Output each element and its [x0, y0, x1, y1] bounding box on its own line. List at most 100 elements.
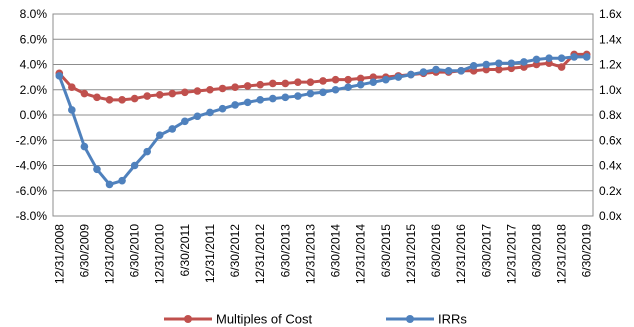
x-tick-label: 12/31/2008 [52, 224, 66, 284]
right-tick-label: 0.8x [599, 108, 622, 122]
right-tick-label: 0.0x [599, 209, 622, 223]
data-point [394, 73, 403, 81]
legend-label-multiples: Multiples of Cost [216, 312, 312, 327]
data-point [130, 161, 139, 170]
data-point [93, 93, 101, 102]
data-point [256, 96, 265, 104]
data-point [80, 89, 89, 98]
data-point [495, 59, 503, 68]
data-point [68, 83, 76, 92]
right-tick-label: 0.6x [599, 133, 622, 147]
data-point [243, 98, 252, 107]
left-tick-label: -6.0% [16, 184, 48, 198]
data-point [356, 74, 365, 83]
left-tick-label: 6.0% [20, 32, 48, 46]
data-point [281, 79, 290, 88]
data-point [243, 82, 252, 90]
data-point [432, 65, 440, 74]
data-point [482, 60, 491, 69]
data-point [68, 106, 76, 114]
right-tick-label: 1.6x [599, 7, 622, 21]
data-point [193, 87, 202, 95]
data-point [193, 112, 202, 121]
x-tick-label: 6/30/2014 [329, 224, 343, 278]
legend-marker-multiples [184, 315, 192, 323]
x-tick-label: 6/30/2011 [178, 224, 192, 277]
left-tick-label: -8.0% [16, 209, 48, 223]
x-tick-label: 6/30/2012 [228, 224, 242, 278]
data-point [268, 94, 277, 103]
left-tick-label: -4.0% [16, 159, 48, 173]
data-point [143, 147, 151, 156]
data-point [294, 78, 302, 86]
x-tick-label: 6/30/2015 [379, 224, 393, 278]
left-tick-label: 8.0% [20, 7, 48, 21]
data-point [344, 75, 352, 84]
data-point [155, 91, 164, 99]
data-point [344, 83, 352, 92]
right-axis: 1.6x 1.4x 1.2x 1.0x 0.8x 0.6x 0.4x 0.2x 0.0x [599, 7, 622, 223]
x-tick-label: 6/30/2010 [128, 224, 142, 278]
data-point [218, 84, 227, 93]
x-tick-label: 12/31/2015 [404, 224, 418, 284]
x-tick-label: 6/30/2016 [429, 224, 443, 278]
data-point [143, 92, 151, 100]
data-point [419, 68, 428, 76]
data-point [256, 80, 265, 89]
data-point [118, 176, 126, 185]
left-axis: 8.0% 6.0% 4.0% 2.0% 0.0% -2.0% -4.0% -6.0% -8.0% [16, 7, 48, 223]
data-point [231, 101, 239, 109]
data-point [495, 65, 503, 74]
gridlines [53, 13, 593, 217]
data-point [457, 67, 465, 75]
data-point [155, 131, 164, 139]
data-point [444, 67, 453, 75]
right-tick-label: 0.2x [599, 184, 622, 198]
x-tick-label: 12/31/2012 [253, 224, 267, 284]
x-tick-label: 12/31/2014 [354, 224, 368, 284]
left-tick-label: 0.0% [20, 108, 48, 122]
right-tick-label: 1.0x [599, 83, 622, 97]
data-point [281, 93, 290, 102]
data-point [369, 78, 378, 86]
right-tick-label: 0.4x [599, 159, 622, 173]
data-point [381, 75, 390, 84]
data-point [319, 88, 327, 97]
x-tick-label: 12/31/2011 [203, 224, 217, 283]
data-point [570, 53, 578, 61]
data-point [105, 180, 114, 189]
data-point [582, 53, 591, 61]
plot-area [52, 13, 594, 217]
data-point [181, 88, 189, 97]
legend-marker-irrs [406, 315, 414, 323]
data-point [557, 63, 566, 71]
data-point [294, 92, 302, 100]
data-point [231, 83, 239, 92]
left-tick-label: -2.0% [16, 133, 48, 147]
data-point [268, 79, 277, 88]
data-point [557, 54, 566, 62]
x-tick-label: 12/31/2009 [103, 224, 117, 284]
x-tick-label: 12/31/2017 [504, 224, 518, 284]
data-point [206, 85, 214, 94]
data-point [93, 165, 101, 174]
legend: Multiples of Cost IRRs [164, 312, 467, 327]
data-point [545, 54, 553, 62]
data-point [181, 117, 189, 126]
x-tick-label: 6/30/2009 [77, 224, 91, 278]
data-point [532, 55, 541, 64]
data-point [319, 77, 327, 85]
legend-item-irrs: IRRs [386, 312, 467, 327]
x-tick-label: 6/30/2013 [278, 224, 292, 278]
legend-item-multiples: Multiples of Cost [164, 312, 312, 327]
x-tick-label: 6/30/2018 [529, 224, 543, 278]
x-tick-label: 6/30/2019 [580, 224, 594, 278]
x-tick-label: 12/31/2016 [454, 224, 468, 284]
x-tick-label: 12/31/2010 [153, 224, 167, 284]
x-tick-label: 12/31/2018 [555, 224, 569, 284]
data-point [55, 72, 64, 80]
data-point [331, 75, 340, 84]
data-point [331, 85, 340, 94]
data-point [306, 78, 315, 86]
data-point [218, 104, 227, 113]
